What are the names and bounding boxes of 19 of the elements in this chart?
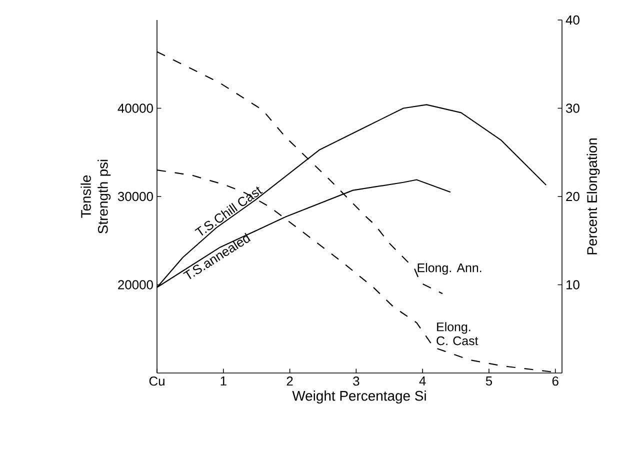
x-tick-label: 4 <box>419 376 426 386</box>
y2-tick-label: 30 <box>566 104 580 113</box>
y-tick-label: 20000 <box>118 280 153 290</box>
x-tick-label: Cu <box>149 376 164 386</box>
x-tick-label: 6 <box>552 376 558 386</box>
x-tick-label: 1 <box>220 376 226 386</box>
y2-tick-label: 10 <box>566 280 580 290</box>
series-label: Elong. C. Cast <box>436 322 478 346</box>
x-tick-label: 5 <box>486 376 492 386</box>
x-axis-title: Weight Percentage Si <box>292 390 426 404</box>
y-tick-label: 30000 <box>118 192 153 202</box>
y2-tick-label: 40 <box>566 15 580 25</box>
y2-axis-title: Percent Elongation <box>586 138 600 254</box>
x-tick-label: 2 <box>286 376 293 386</box>
y-tick-label: 40000 <box>118 104 153 113</box>
series-label: Elong. Ann. <box>418 263 482 275</box>
y2-tick-label: 20 <box>566 192 580 202</box>
y-axis-title: Tensile Strength psi <box>80 160 111 234</box>
x-tick-label: 3 <box>353 376 360 386</box>
